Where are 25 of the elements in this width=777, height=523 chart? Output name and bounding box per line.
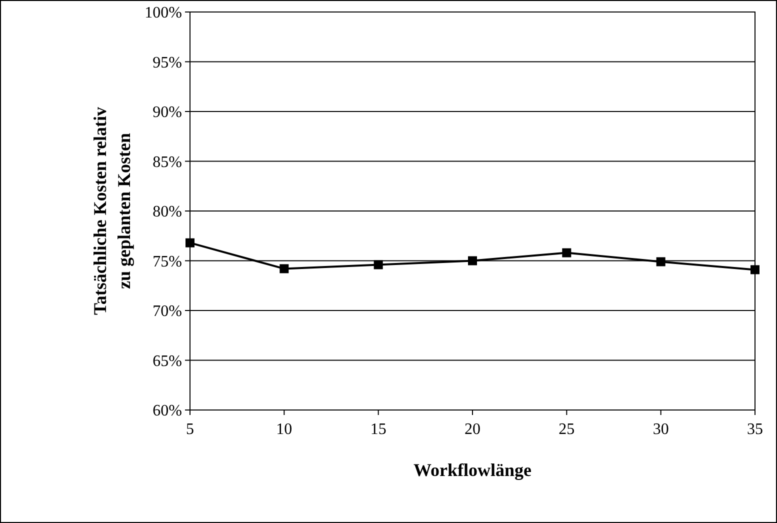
y-tick-label: 75% [152,253,182,270]
y-tick-label: 100% [144,4,182,22]
x-tick-label: 10 [276,421,292,438]
point [656,257,666,266]
point [750,265,760,274]
y-axis-title: Tatsächliche Kosten relativ zu geplanten Kosten [90,107,134,315]
x-tick-label: 30 [652,421,669,438]
y-tick-label: 90% [152,104,182,122]
x-tick-label: 35 [747,421,763,438]
x-tick-label: 25 [558,421,575,438]
x-axis-title: Workflowlänge [413,460,532,480]
point [186,238,194,248]
x-tick-label: 5 [186,421,194,438]
point [374,260,383,270]
y-tick-label: 65% [152,352,182,370]
y-tick-label: 80% [152,204,182,221]
y-tick-label: 70% [152,303,182,320]
y-tick-label: 85% [152,154,182,171]
x-tick-label: 15 [370,421,386,438]
x-tick-label: 20 [464,421,480,438]
point [280,264,289,274]
y-tick-label: 60% [152,402,182,420]
point [562,248,572,258]
point [468,256,477,266]
y-tick-label: 95% [152,54,182,72]
